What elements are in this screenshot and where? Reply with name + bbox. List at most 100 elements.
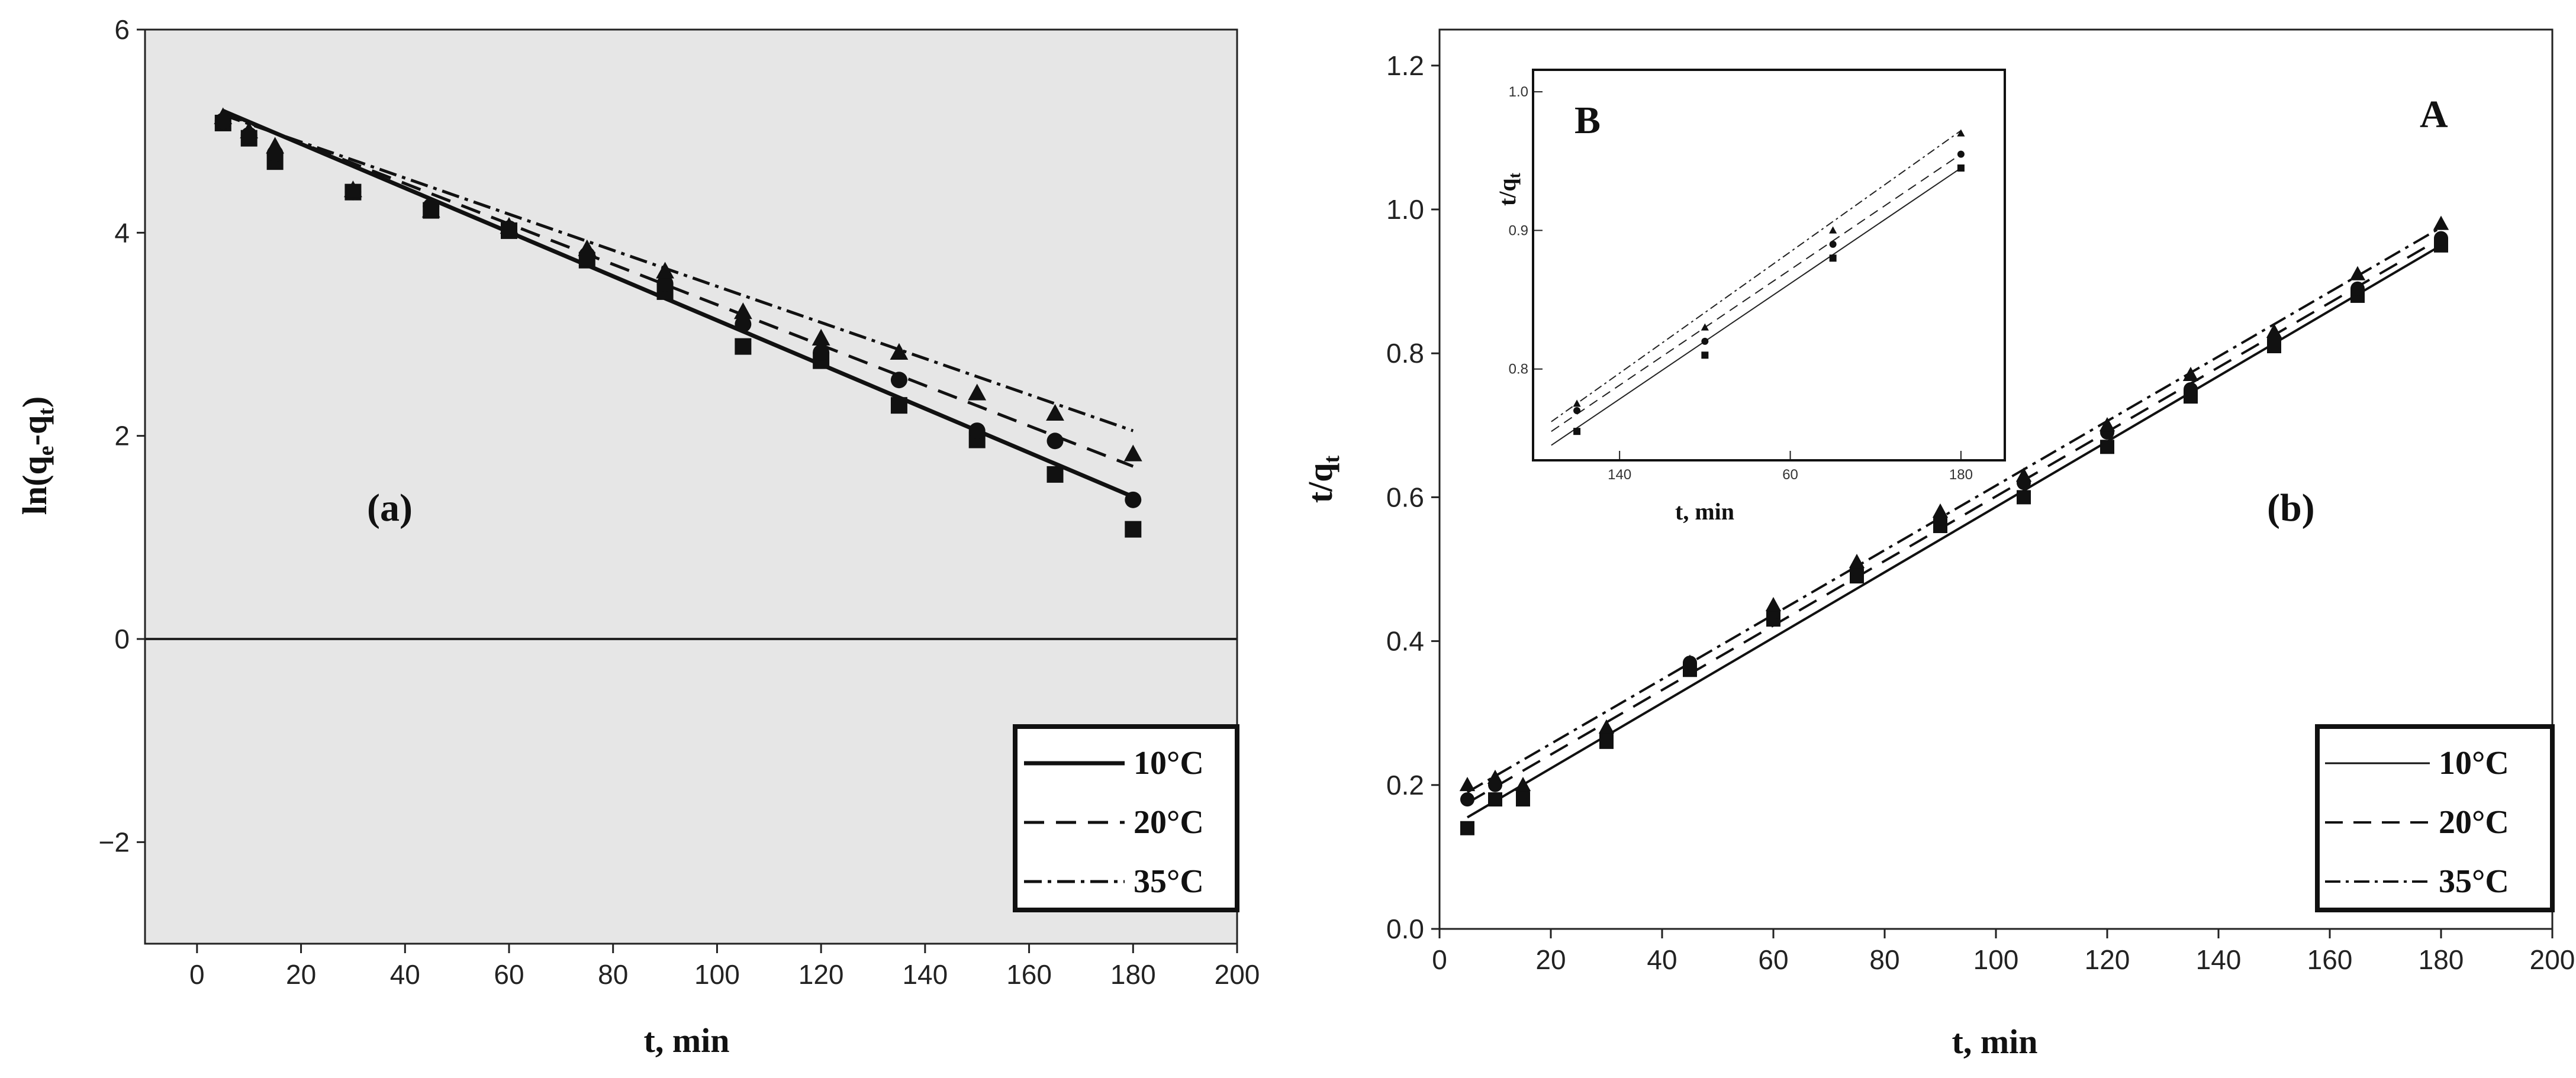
a-point	[1046, 404, 1064, 421]
a-point	[1125, 491, 1142, 508]
a-point	[968, 422, 986, 440]
b-point	[1849, 554, 1865, 569]
b-xtick-label: 160	[2307, 944, 2353, 975]
a-fit-line	[222, 113, 1134, 433]
b-xtick-label: 80	[1869, 944, 1899, 975]
a-point	[500, 217, 519, 234]
chart-b-inset-xlabel: t, min	[1675, 498, 1734, 525]
b-ytick-label: 0.8	[1386, 338, 1424, 369]
inset-xtick-label: 180	[1949, 467, 1973, 483]
b-point	[1459, 777, 1476, 792]
chart-a-ylabel-sub1: e	[34, 446, 59, 456]
b-point	[2350, 281, 2365, 296]
b-ytick-label: 0.6	[1386, 482, 1424, 512]
a-point	[735, 315, 752, 333]
a-xtick-label: 80	[598, 959, 628, 990]
chart-b-corner-label: A	[2420, 93, 2448, 136]
a-point	[813, 344, 830, 361]
inset-point	[1701, 323, 1709, 331]
a-point	[890, 397, 907, 414]
b-point	[2182, 366, 2199, 382]
b-xtick-label: 180	[2419, 944, 2464, 975]
b-point	[2434, 231, 2448, 246]
inset-point	[1829, 240, 1837, 248]
a-point	[656, 262, 674, 279]
inset-point	[1829, 226, 1837, 234]
chart-a-ylabel-sub2: t	[34, 408, 59, 415]
a-point	[1046, 433, 1064, 450]
inset-xtick-label: 140	[1608, 467, 1631, 483]
inset-fit-line	[1551, 130, 1962, 422]
b-point	[1598, 719, 1615, 734]
chart-a-ylabel-part1: ln(q	[15, 456, 54, 515]
b-ytick-label: 0.0	[1386, 914, 1424, 944]
chart-a-panel-label: (a)	[367, 486, 413, 530]
b-point	[2184, 382, 2198, 396]
chart-b-points	[1459, 215, 2449, 835]
b-point	[2099, 417, 2115, 432]
chart-b: 0.0 0.2 0.4 0.6 0.8 1.0 1.2 0 20 40 60 80 100 120 140 1…	[1301, 28, 2575, 1061]
b-xtick-label: 120	[2085, 944, 2130, 975]
chart-a-ylabel: ln(qe-qt)	[15, 396, 59, 515]
chart-a-legend-label-10c: 10°C	[1134, 745, 1204, 782]
a-point	[1046, 466, 1064, 483]
inset-point	[1829, 254, 1837, 262]
a-xtick-label: 20	[286, 959, 316, 990]
a-point	[968, 383, 987, 401]
a-xtick-label: 140	[902, 959, 948, 990]
b-point	[2017, 490, 2031, 505]
inset-point	[1957, 150, 1965, 158]
chart-a-legend-box	[1013, 724, 1239, 912]
chart-b-ylabel: t/qt	[1301, 455, 1344, 503]
a-xtick-label: 0	[189, 959, 205, 990]
b-point	[2100, 440, 2114, 454]
a-ytick-label: −2	[99, 827, 130, 857]
inset-ytick-label: 1.0	[1509, 84, 1528, 100]
a-ytick-label: 2	[114, 421, 130, 451]
chart-a-ylabel-mid: -q	[15, 415, 54, 446]
inset-ytick-label: 0.9	[1509, 222, 1528, 238]
inset-xtick-label: 60	[1782, 467, 1798, 483]
b-point	[1488, 792, 1502, 807]
chart-b-legend-box	[2315, 724, 2555, 912]
chart-b-ticks: 0.0 0.2 0.4 0.6 0.8 1.0 1.2 0 20 40 60 80 100 120 140 1…	[1386, 50, 2575, 975]
b-point	[1765, 597, 1782, 612]
chart-a-legend: 10°C 20°C 35°C	[1013, 724, 1239, 912]
b-point	[2349, 266, 2366, 280]
chart-b-legend: 10°C 20°C 35°C	[2315, 724, 2555, 912]
chart-b-legend-label-20c: 20°C	[2439, 804, 2509, 841]
a-fit-line	[222, 111, 1134, 468]
b-point	[1932, 503, 1949, 518]
inset-point	[1573, 428, 1581, 435]
chart-b-legend-label-35c: 35°C	[2439, 863, 2509, 900]
inset-point	[1957, 129, 1965, 137]
a-ytick-label: 0	[114, 624, 130, 654]
b-xtick-label: 0	[1432, 944, 1447, 975]
b-ytick-label: 0.4	[1386, 626, 1424, 657]
a-point	[344, 180, 362, 198]
a-ytick-label: 4	[114, 217, 130, 248]
a-point	[214, 107, 233, 124]
a-point	[735, 338, 752, 355]
chart-b-inset-label: B	[1574, 99, 1601, 142]
b-xtick-label: 20	[1535, 944, 1566, 975]
b-ytick-label: 1.2	[1386, 50, 1424, 81]
chart-b-ylabel-main: t/q	[1301, 463, 1339, 503]
a-ytick-label: 6	[114, 14, 130, 45]
chart-b-inset: 0.8 0.9 1.0 140 60 180 B t, min t/qt	[1494, 69, 2006, 525]
b-xtick-label: 60	[1758, 944, 1788, 975]
chart-b-inset-ylabel: t/qt	[1494, 172, 1524, 206]
a-xtick-label: 200	[1215, 959, 1260, 990]
b-xtick-label: 140	[2196, 944, 2242, 975]
b-point	[2015, 467, 2032, 482]
b-point	[1515, 777, 1531, 792]
chart-a-legend-label-20c: 20°C	[1134, 804, 1204, 841]
a-point	[890, 343, 909, 360]
inset-ytick-label: 0.8	[1509, 362, 1528, 377]
b-point	[2266, 323, 2282, 338]
chart-b-ylabel-sub: t	[1319, 455, 1344, 463]
inset-fit-line	[1551, 153, 1962, 432]
b-xtick-label: 200	[2530, 944, 2575, 975]
